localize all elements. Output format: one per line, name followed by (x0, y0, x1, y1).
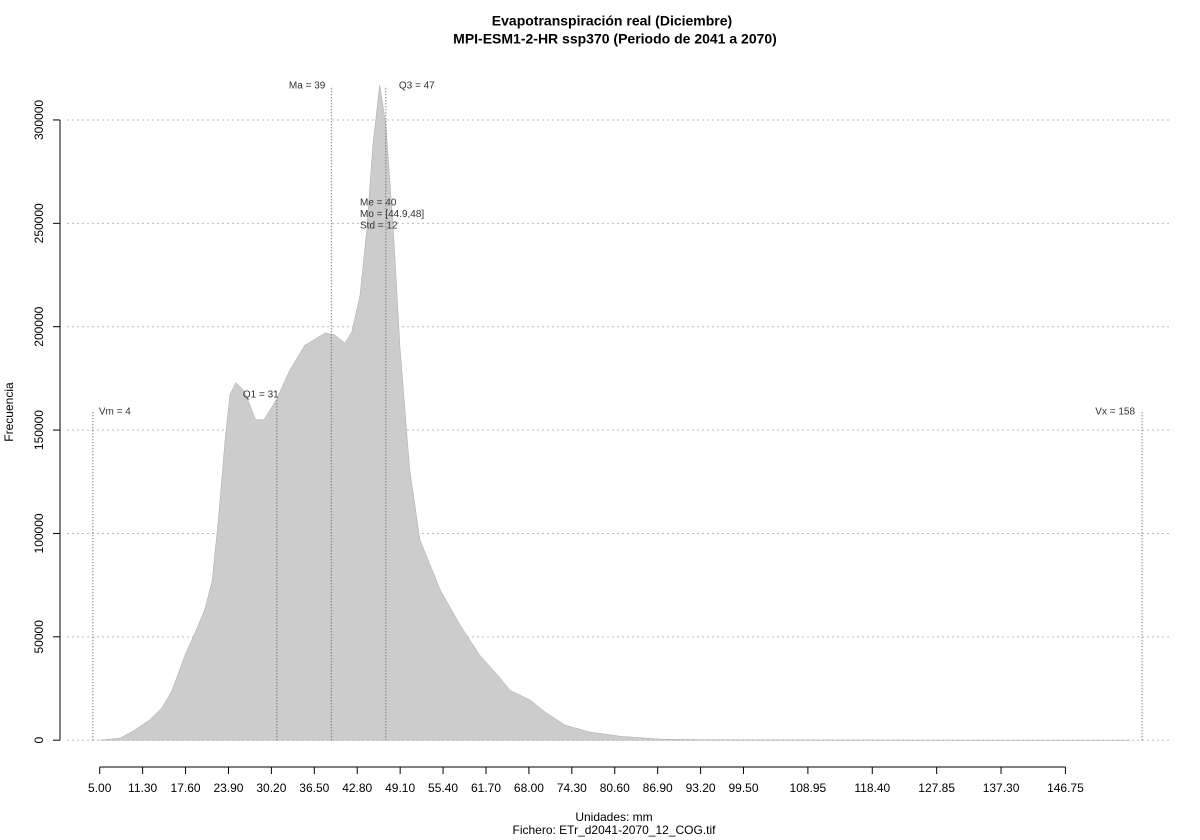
y-tick-label: 250000 (32, 203, 46, 243)
y-tick-label: 100000 (32, 513, 46, 553)
x-tick-label: 23.90 (213, 781, 243, 795)
x-tick-label: 86.90 (643, 781, 673, 795)
x-tick-label: 17.60 (171, 781, 201, 795)
x-tick-label: 108.95 (790, 781, 827, 795)
area (99, 84, 1131, 741)
x-tick-label: 68.00 (514, 781, 544, 795)
x-axis-label: Unidades: mm (575, 810, 652, 824)
stat-label: Me = 40 (360, 198, 397, 209)
annotation-label: Vm = 4 (99, 407, 131, 418)
x-tick-label: 80.60 (600, 781, 630, 795)
x-tick-label: 30.20 (256, 781, 286, 795)
y-tick-label: 50000 (32, 620, 46, 654)
x-tick-label: 61.70 (471, 781, 501, 795)
x-tick-label: 137.30 (983, 781, 1020, 795)
x-tick-label: 11.30 (128, 781, 157, 795)
x-tick-label: 5.00 (88, 781, 112, 795)
annotation-label: Q3 = 47 (399, 81, 435, 92)
y-tick-label: 150000 (32, 410, 46, 450)
x-tick-label: 55.40 (428, 781, 458, 795)
y-tick-label: 200000 (32, 306, 46, 346)
x-tick-label: 146.75 (1047, 781, 1084, 795)
stat-label: Std = 12 (360, 221, 398, 232)
annotation-label: Q1 = 31 (243, 390, 279, 401)
chart-subtitle: MPI-ESM1-2-HR ssp370 (Periodo de 2041 a … (453, 31, 777, 47)
x-tick-label: 93.20 (686, 781, 716, 795)
x-tick-label: 42.80 (342, 781, 372, 795)
x-tick-label: 118.40 (854, 781, 890, 795)
chart-title: Evapotranspiración real (Diciembre) (492, 13, 732, 29)
x-tick-label: 49.10 (385, 781, 415, 795)
x-tick-label: 74.30 (557, 781, 587, 795)
y-tick-label: 300000 (32, 100, 46, 140)
x-tick-label: 36.50 (299, 781, 329, 795)
x-tick-label: 99.50 (729, 781, 759, 795)
x-tick-label: 127.85 (918, 781, 955, 795)
y-tick-label: 0 (32, 737, 46, 744)
y-axis-label: Frecuencia (2, 382, 16, 442)
annotation-label: Ma = 39 (289, 81, 326, 92)
stat-label: Mo = [44.9,48] (360, 209, 424, 220)
caption: Fichero: ETr_d2041-2070_12_COG.tif (513, 823, 717, 837)
annotation-label: Vx = 158 (1095, 407, 1135, 418)
